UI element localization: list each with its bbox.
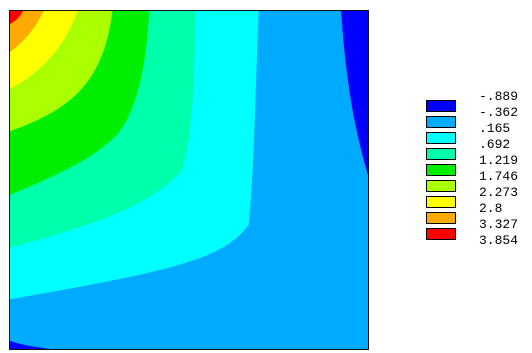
legend-entry: .692	[426, 137, 526, 160]
legend-label: 2.273	[479, 185, 519, 200]
legend-label: .165	[479, 121, 511, 136]
legend-label: 3.327	[479, 217, 519, 232]
legend-swatch	[426, 196, 456, 208]
legend-label: 2.8	[479, 201, 503, 216]
legend-label: .692	[479, 137, 511, 152]
legend-entry: 1.746	[426, 169, 526, 192]
legend-entry: .165	[426, 121, 526, 144]
legend-swatch	[426, 148, 456, 160]
legend-entry: 1.219	[426, 153, 526, 176]
legend-swatch	[426, 180, 456, 192]
legend-entry: 2.8	[426, 201, 526, 224]
legend-swatch	[426, 164, 456, 176]
contour-band-edge-bottom	[10, 341, 50, 349]
legend-label: 1.746	[479, 169, 519, 184]
legend-swatch	[426, 100, 456, 112]
color-legend: -.889 -.362.165.692 1.219 1.746 2.273 2.8 3.32…	[426, 89, 526, 250]
legend-label: -.362	[479, 105, 519, 120]
legend-entry: -.889	[426, 89, 526, 112]
legend-label: -.889	[479, 89, 519, 104]
contour-band-edge-right	[344, 11, 368, 176]
legend-entry: 3.854	[426, 233, 526, 250]
contour-plot	[9, 10, 369, 350]
legend-label: 1.219	[479, 153, 519, 168]
legend-swatch	[426, 212, 456, 224]
legend-entry: 3.327	[426, 217, 526, 240]
legend-swatch	[426, 228, 456, 240]
legend-swatch	[426, 116, 456, 128]
legend-entry: 2.273	[426, 185, 526, 208]
legend-entry: -.362	[426, 105, 526, 128]
legend-label: 3.854	[479, 233, 519, 248]
contour-plot-svg	[10, 11, 368, 349]
contour-band-9	[10, 11, 23, 24]
legend-swatch	[426, 132, 456, 144]
contour-band-8	[10, 11, 44, 52]
